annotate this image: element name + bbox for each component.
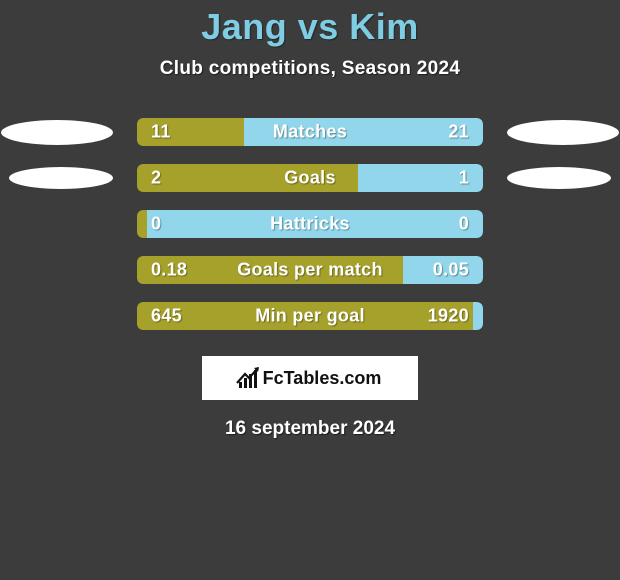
stat-bar: 2 1 Goals xyxy=(137,164,483,192)
logo-box[interactable]: FcTables.com xyxy=(202,356,418,400)
rows-host: 1121Matches21Goals00Hattricks0.180.05Goa… xyxy=(1,118,619,348)
stat-value-left: 11 xyxy=(151,122,171,143)
stat-label: Goals xyxy=(284,168,336,189)
player-right-marker xyxy=(507,167,611,189)
page-title: Jang vs Kim xyxy=(201,6,419,48)
bar-right-segment xyxy=(473,302,483,330)
stat-bar: 0.18 0.05 Goals per match xyxy=(137,256,483,284)
stat-row: 2 1 Goals xyxy=(1,164,619,192)
bar-left-segment xyxy=(137,210,147,238)
comparison-container: Jang vs Kim Club competitions, Season 20… xyxy=(0,0,620,440)
logo-text: FcTables.com xyxy=(263,368,382,389)
stat-label: Min per goal xyxy=(255,306,365,327)
player-left-marker xyxy=(9,167,113,189)
stat-label: Hattricks xyxy=(270,214,350,235)
stat-label: Matches xyxy=(273,122,347,143)
stat-row: 0.18 0.05 Goals per match xyxy=(1,256,619,284)
stat-value-left: 0 xyxy=(151,214,161,235)
player-left-marker xyxy=(1,120,113,145)
stat-bar: 11 21 Matches xyxy=(137,118,483,146)
stat-value-left: 0.18 xyxy=(151,260,187,281)
stat-bar: 0 0 Hattricks xyxy=(137,210,483,238)
logo-chart-icon xyxy=(239,368,257,388)
stat-value-right: 21 xyxy=(448,122,469,143)
stat-value-left: 2 xyxy=(151,168,161,189)
date-text: 16 september 2024 xyxy=(225,418,395,440)
stat-value-left: 645 xyxy=(151,306,182,327)
stat-bar: 645 1920 Min per goal xyxy=(137,302,483,330)
stat-row: 11 21 Matches xyxy=(1,118,619,146)
stat-row: 0 0 Hattricks xyxy=(1,210,619,238)
stat-value-right: 1 xyxy=(459,168,469,189)
stat-value-right: 0.05 xyxy=(433,260,469,281)
subtitle: Club competitions, Season 2024 xyxy=(160,58,460,80)
stat-label: Goals per match xyxy=(237,260,383,281)
stat-row: 645 1920 Min per goal xyxy=(1,302,619,330)
stat-value-right: 1920 xyxy=(428,306,469,327)
stat-value-right: 0 xyxy=(459,214,469,235)
player-right-marker xyxy=(507,120,619,145)
